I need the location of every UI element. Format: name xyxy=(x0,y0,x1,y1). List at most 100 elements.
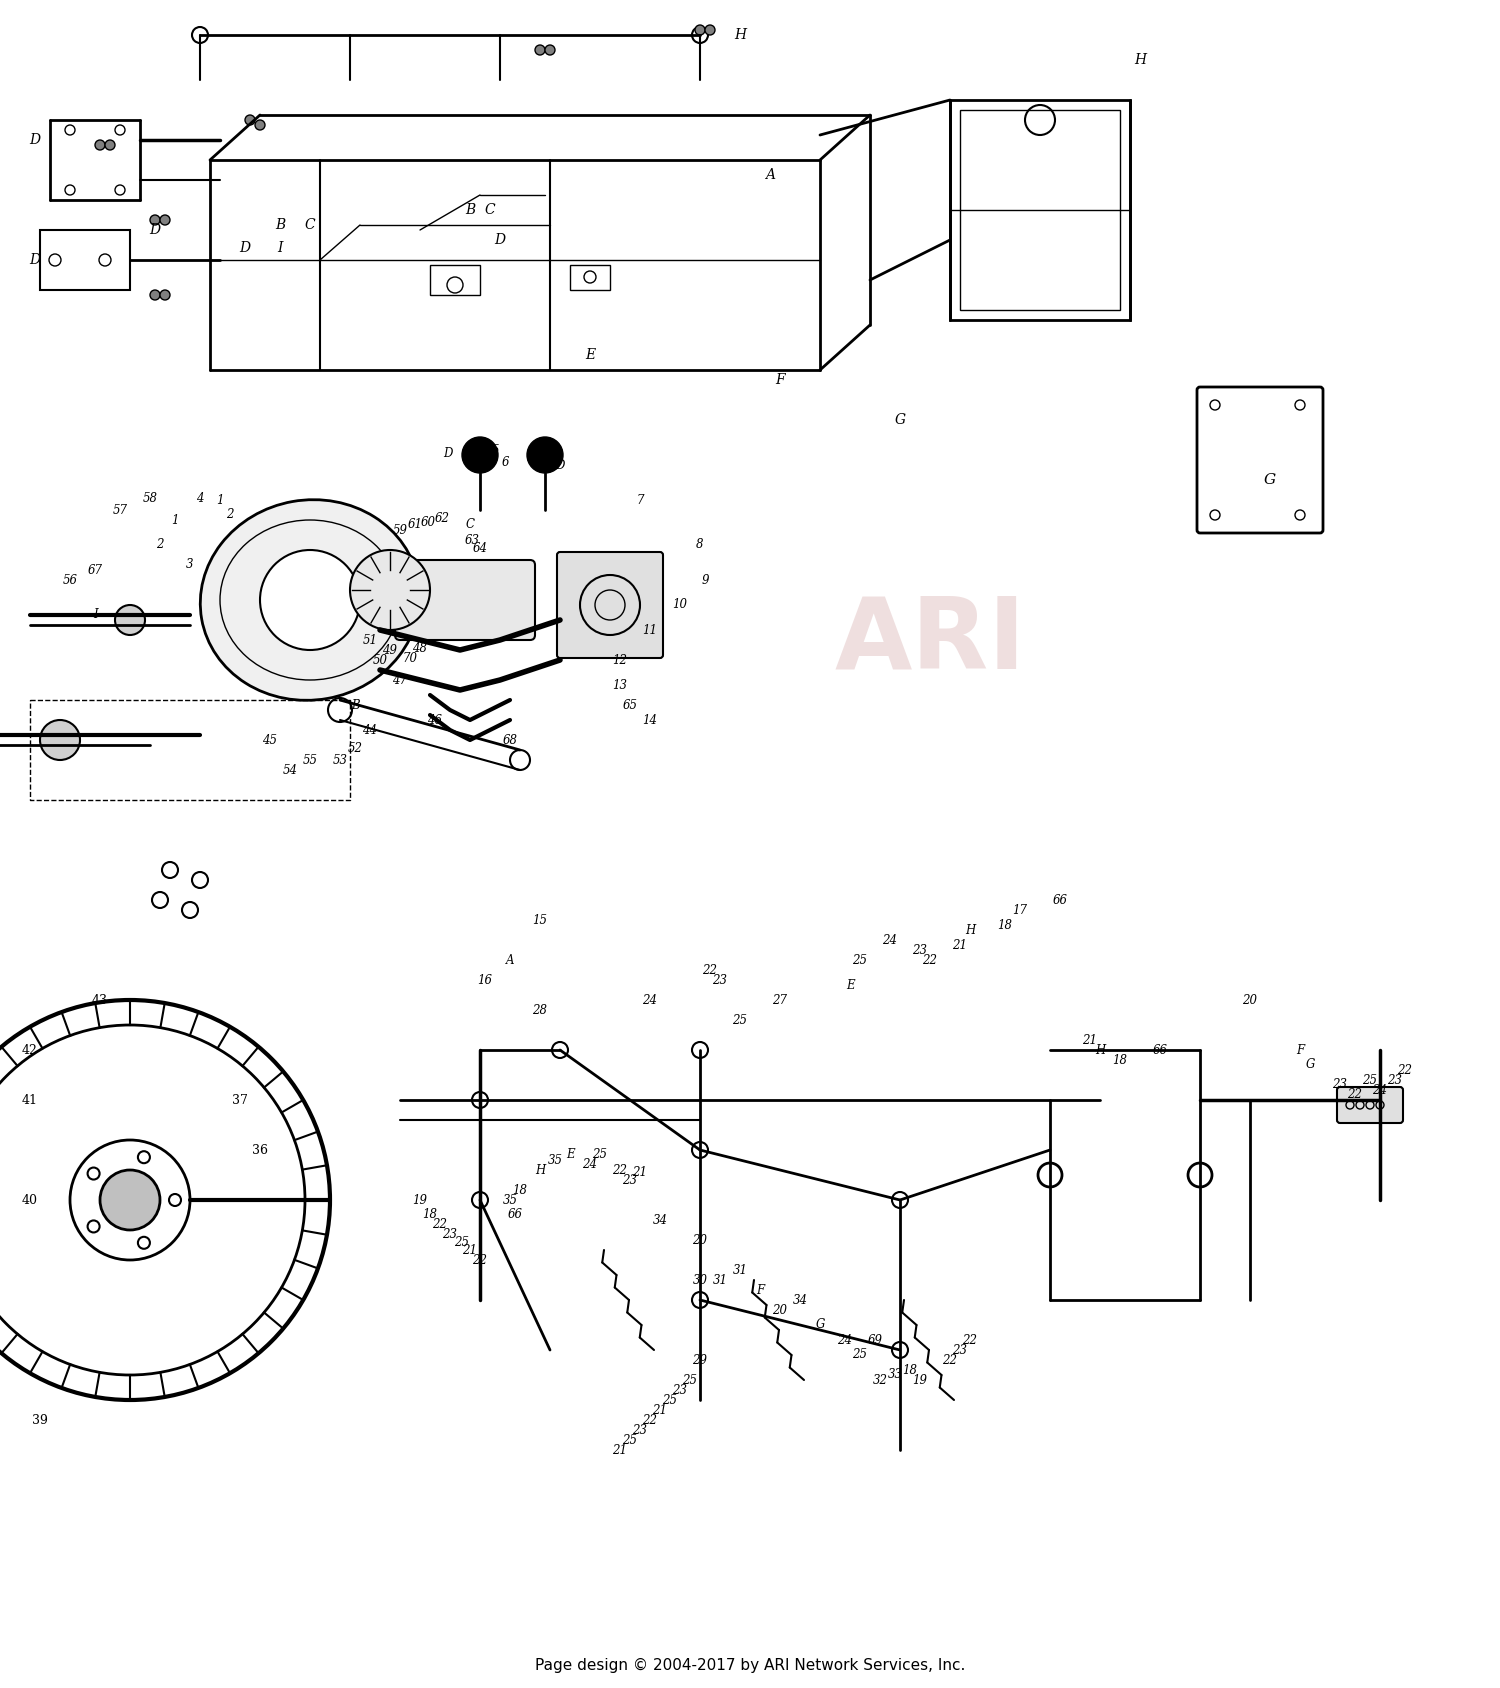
Text: 18: 18 xyxy=(513,1183,528,1197)
Text: 24: 24 xyxy=(582,1158,597,1171)
Text: D: D xyxy=(555,459,564,471)
Text: 43: 43 xyxy=(92,994,108,1006)
Text: B: B xyxy=(465,203,476,218)
Text: 65: 65 xyxy=(622,699,638,712)
Circle shape xyxy=(536,46,544,56)
Text: 22: 22 xyxy=(702,964,717,976)
Circle shape xyxy=(472,1192,488,1209)
Text: 55: 55 xyxy=(303,753,318,766)
Text: 8: 8 xyxy=(696,538,703,552)
Text: 35: 35 xyxy=(503,1193,518,1207)
Text: 23: 23 xyxy=(1388,1074,1402,1087)
Text: ARI: ARI xyxy=(834,592,1026,690)
Text: 2: 2 xyxy=(156,538,164,552)
Bar xyxy=(950,100,1130,321)
Text: 66: 66 xyxy=(1053,893,1068,906)
Text: F: F xyxy=(756,1283,764,1296)
Circle shape xyxy=(40,721,80,760)
Text: Page design © 2004-2017 by ARI Network Services, Inc.: Page design © 2004-2017 by ARI Network S… xyxy=(536,1658,964,1673)
Text: 25: 25 xyxy=(1362,1074,1377,1087)
Text: 34: 34 xyxy=(652,1214,668,1227)
Text: 24: 24 xyxy=(837,1334,852,1347)
Text: 23: 23 xyxy=(712,974,728,986)
Text: 62: 62 xyxy=(435,511,450,525)
Text: 3: 3 xyxy=(186,559,194,572)
Text: 54: 54 xyxy=(282,763,297,776)
Bar xyxy=(570,265,610,290)
Text: 23: 23 xyxy=(912,944,927,957)
Text: 1: 1 xyxy=(216,493,223,506)
Text: 24: 24 xyxy=(882,933,897,947)
Text: 28: 28 xyxy=(532,1003,548,1016)
Text: 30: 30 xyxy=(693,1273,708,1286)
Text: 25: 25 xyxy=(592,1148,608,1161)
Text: 25: 25 xyxy=(663,1394,678,1406)
Circle shape xyxy=(116,604,146,635)
Circle shape xyxy=(472,1092,488,1107)
Text: 52: 52 xyxy=(348,741,363,755)
Text: 61: 61 xyxy=(408,518,423,532)
Circle shape xyxy=(692,1143,708,1158)
Text: B: B xyxy=(351,699,360,712)
Text: 4: 4 xyxy=(196,491,204,505)
Text: 22: 22 xyxy=(612,1163,627,1177)
Text: 25: 25 xyxy=(732,1013,747,1026)
Text: A: A xyxy=(765,169,776,182)
Text: 67: 67 xyxy=(87,564,102,577)
Text: G: G xyxy=(816,1318,825,1332)
Circle shape xyxy=(552,1041,568,1058)
Text: I: I xyxy=(93,608,98,621)
Text: G: G xyxy=(894,414,906,427)
Text: 64: 64 xyxy=(472,542,488,554)
Text: 19: 19 xyxy=(912,1374,927,1386)
Circle shape xyxy=(692,1291,708,1308)
Text: 25: 25 xyxy=(454,1236,470,1249)
Text: 49: 49 xyxy=(382,643,398,657)
Text: D: D xyxy=(444,447,453,459)
Text: 22: 22 xyxy=(1347,1089,1362,1102)
Circle shape xyxy=(100,1170,160,1231)
Text: 7: 7 xyxy=(636,493,644,506)
Text: 48: 48 xyxy=(413,641,428,655)
Text: 59: 59 xyxy=(393,523,408,537)
Circle shape xyxy=(892,1342,908,1359)
Text: 22: 22 xyxy=(642,1413,657,1426)
Circle shape xyxy=(462,437,498,473)
Circle shape xyxy=(244,115,255,125)
Text: 60: 60 xyxy=(420,515,435,528)
Ellipse shape xyxy=(201,500,420,701)
Text: 23: 23 xyxy=(633,1423,648,1436)
Text: C: C xyxy=(465,518,474,532)
FancyBboxPatch shape xyxy=(556,552,663,658)
Text: D: D xyxy=(30,253,40,267)
Text: 23: 23 xyxy=(1332,1079,1347,1092)
Circle shape xyxy=(705,25,716,35)
Circle shape xyxy=(160,214,170,225)
Text: 19: 19 xyxy=(413,1193,428,1207)
Text: 6: 6 xyxy=(501,456,509,469)
Text: 14: 14 xyxy=(642,714,657,726)
Text: 42: 42 xyxy=(22,1043,38,1057)
Text: 22: 22 xyxy=(963,1334,978,1347)
Text: 37: 37 xyxy=(232,1094,248,1107)
Text: 56: 56 xyxy=(63,574,78,586)
Text: 18: 18 xyxy=(1113,1053,1128,1067)
Text: 39: 39 xyxy=(32,1413,48,1426)
Circle shape xyxy=(255,120,266,130)
Text: 70: 70 xyxy=(402,652,417,665)
Text: E: E xyxy=(566,1148,574,1161)
Text: E: E xyxy=(585,348,596,361)
Text: 2: 2 xyxy=(226,508,234,522)
Text: 21: 21 xyxy=(952,939,968,952)
Text: 5: 5 xyxy=(492,444,498,456)
Circle shape xyxy=(544,46,555,56)
Text: H: H xyxy=(734,29,746,42)
Bar xyxy=(430,265,480,295)
Circle shape xyxy=(694,25,705,35)
Text: 21: 21 xyxy=(612,1443,627,1457)
Text: 21: 21 xyxy=(652,1403,668,1416)
Text: 15: 15 xyxy=(532,913,548,927)
Text: 40: 40 xyxy=(22,1193,38,1207)
Ellipse shape xyxy=(260,550,360,650)
Text: 21: 21 xyxy=(1083,1033,1098,1047)
